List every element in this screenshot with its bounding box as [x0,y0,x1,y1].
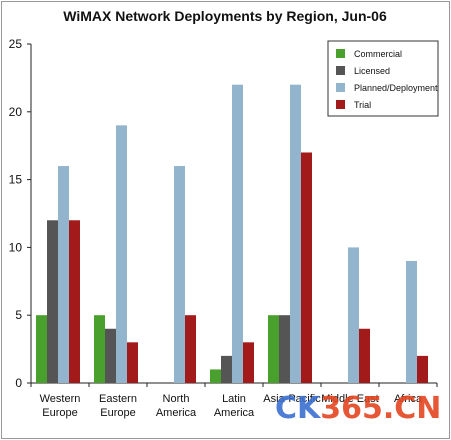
x-category-label: Asia-Pacific [263,393,321,405]
bar-licensed [221,355,232,383]
bar-planned-deployment [290,84,301,384]
y-tick-label: 20 [9,105,23,119]
bar-planned-deployment [174,166,185,383]
chart-title: WiMAX Network Deployments by Region, Jun… [63,8,387,24]
bar-planned-deployment [232,84,243,384]
legend-swatch [336,66,345,75]
bar-commercial [94,315,105,383]
bar-trial [127,342,138,383]
bar-planned-deployment [58,166,69,383]
x-category-label: Africa [394,393,423,405]
bar-trial [243,342,254,383]
bar-trial [359,328,370,383]
bar-trial [417,355,428,383]
bar-licensed [47,220,58,383]
x-category-label: Europe [100,407,135,419]
bar-commercial [36,315,47,383]
bar-trial [301,152,312,383]
x-category-label: Eastern [99,393,137,405]
bar-commercial [268,315,279,383]
bar-trial [185,315,196,383]
x-category-label: Middle East [321,393,378,405]
bars [36,84,428,384]
legend-label: Commercial [354,49,402,59]
legend-label: Trial [354,100,371,110]
legend: Commercial Licensed Planned/Deployment Tria… [327,40,439,117]
legend-label: Licensed [354,66,390,76]
bar-trial [69,220,80,383]
bar-planned-deployment [116,125,127,384]
bar-commercial [210,369,221,383]
x-category-label: North [163,393,190,405]
y-tick-label: 5 [15,308,22,322]
legend-swatch [336,100,345,109]
x-category-label: Western [40,393,81,405]
legend-label: Planned/Deployment [354,83,438,93]
x-axis-labels: Western Europe Eastern Europe North America La… [40,393,423,419]
x-category-label: Europe [42,407,77,419]
x-category-label: America [156,407,197,419]
y-tick-label: 15 [9,173,23,187]
bar-planned-deployment [406,260,417,383]
legend-swatch [336,83,345,92]
bar-licensed [279,315,290,383]
legend-swatch [336,49,345,58]
legend-box [327,40,439,117]
x-category-label: America [214,407,255,419]
y-tick-label: 0 [15,376,22,390]
x-category-label: Latin [222,393,246,405]
bar-planned-deployment [348,247,359,383]
bar-licensed [105,328,116,383]
y-tick-label: 10 [9,240,23,254]
y-tick-label: 25 [9,37,23,51]
watermark: CK365.CN [275,391,441,426]
